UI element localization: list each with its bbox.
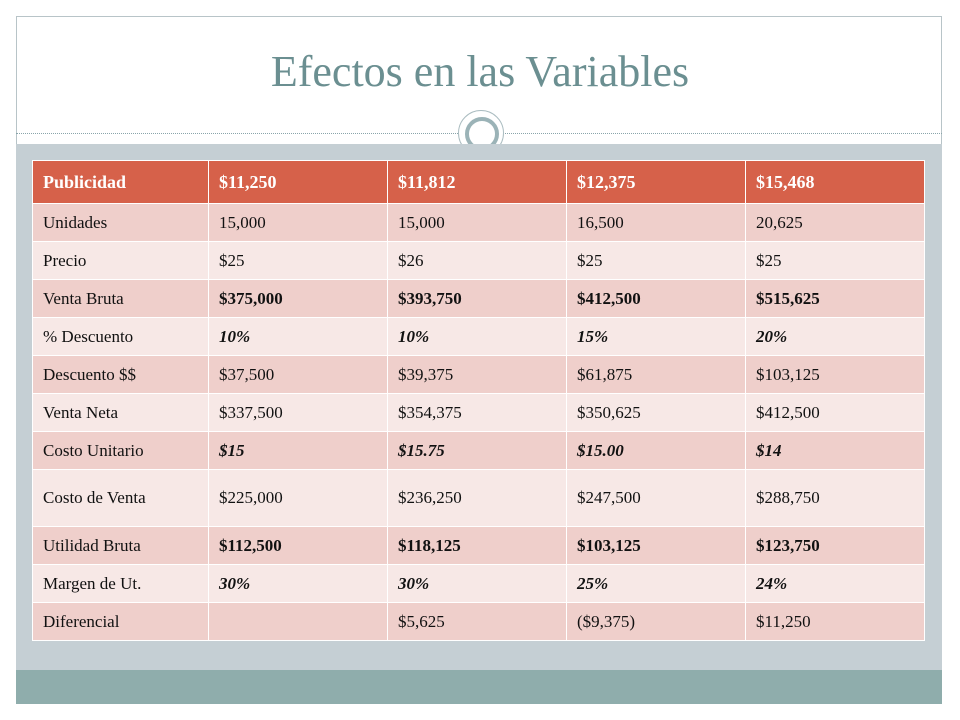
table-row: Costo Unitario $15 $15.75 $15.00 $14 xyxy=(32,431,925,470)
table-cell: $350,625 xyxy=(566,393,746,432)
table-cell: $354,375 xyxy=(387,393,567,432)
table-cell: $15 xyxy=(208,431,388,470)
table-cell: $112,500 xyxy=(208,526,388,565)
table-cell: $337,500 xyxy=(208,393,388,432)
table-cell: $515,625 xyxy=(745,279,925,318)
variables-table: Publicidad $11,250 $11,812 $12,375 $15,4… xyxy=(32,160,925,641)
table-cell: 20,625 xyxy=(745,203,925,242)
table-cell: $61,875 xyxy=(566,355,746,394)
row-label: Costo Unitario xyxy=(32,431,209,470)
table-cell: 25% xyxy=(566,564,746,603)
table-row: Unidades 15,000 15,000 16,500 20,625 xyxy=(32,203,925,242)
table-cell: $103,125 xyxy=(566,526,746,565)
table-cell: $118,125 xyxy=(387,526,567,565)
table-cell: 30% xyxy=(208,564,388,603)
table-row: Venta Bruta $375,000 $393,750 $412,500 $515,… xyxy=(32,279,925,318)
table-cell: 16,500 xyxy=(566,203,746,242)
table-cell: $123,750 xyxy=(745,526,925,565)
row-label: Venta Neta xyxy=(32,393,209,432)
table-cell: $37,500 xyxy=(208,355,388,394)
row-label: Diferencial xyxy=(32,602,209,641)
row-label: Unidades xyxy=(32,203,209,242)
table-cell: 20% xyxy=(745,317,925,356)
row-label: Margen de Ut. xyxy=(32,564,209,603)
table-cell: 10% xyxy=(387,317,567,356)
table-cell: ($9,375) xyxy=(566,602,746,641)
table-cell: 30% xyxy=(387,564,567,603)
header-cell: $12,375 xyxy=(566,160,746,204)
row-label: Utilidad Bruta xyxy=(32,526,209,565)
table-cell: $11,250 xyxy=(745,602,925,641)
slide-title: Efectos en las Variables xyxy=(270,47,690,96)
table-cell: $25 xyxy=(745,241,925,280)
table-cell: $5,625 xyxy=(387,602,567,641)
table-row: Costo de Venta $225,000 $236,250 $247,500 $2… xyxy=(32,469,925,527)
header-cell: $11,812 xyxy=(387,160,567,204)
table-row: Venta Neta $337,500 $354,375 $350,625 $412,5… xyxy=(32,393,925,432)
header-cell: $15,468 xyxy=(745,160,925,204)
table-cell: 24% xyxy=(745,564,925,603)
row-label: Precio xyxy=(32,241,209,280)
table-cell: 10% xyxy=(208,317,388,356)
table-cell: $26 xyxy=(387,241,567,280)
table-cell: $14 xyxy=(745,431,925,470)
table-cell: $103,125 xyxy=(745,355,925,394)
table-cell: $393,750 xyxy=(387,279,567,318)
table-cell: 15,000 xyxy=(387,203,567,242)
row-label: % Descuento xyxy=(32,317,209,356)
table-cell: $15.75 xyxy=(387,431,567,470)
table-cell: 15% xyxy=(566,317,746,356)
table-cell: $375,000 xyxy=(208,279,388,318)
row-label: Descuento $$ xyxy=(32,355,209,394)
table-row: Utilidad Bruta $112,500 $118,125 $103,125 $1… xyxy=(32,526,925,565)
table-cell: $225,000 xyxy=(208,469,388,527)
table-cell: $288,750 xyxy=(745,469,925,527)
row-label: Venta Bruta xyxy=(32,279,209,318)
table-row: Diferencial $5,625 ($9,375) $11,250 xyxy=(32,602,925,641)
table-cell: $15.00 xyxy=(566,431,746,470)
footer-band xyxy=(16,670,942,704)
table-row: Descuento $$ $37,500 $39,375 $61,875 $103,12… xyxy=(32,355,925,394)
table-cell: $39,375 xyxy=(387,355,567,394)
table-row: Margen de Ut. 30% 30% 25% 24% xyxy=(32,564,925,603)
table-cell: $25 xyxy=(566,241,746,280)
table-cell: $236,250 xyxy=(387,469,567,527)
table-cell: $412,500 xyxy=(745,393,925,432)
table-cell: $247,500 xyxy=(566,469,746,527)
table-header-row: Publicidad $11,250 $11,812 $12,375 $15,4… xyxy=(32,160,925,204)
row-label: Costo de Venta xyxy=(32,469,209,527)
header-cell: $11,250 xyxy=(208,160,388,204)
table-row: % Descuento 10% 10% 15% 20% xyxy=(32,317,925,356)
table-row: Precio $25 $26 $25 $25 xyxy=(32,241,925,280)
table-cell xyxy=(208,602,388,641)
table-cell: $412,500 xyxy=(566,279,746,318)
table-cell: $25 xyxy=(208,241,388,280)
header-cell: Publicidad xyxy=(32,160,209,204)
table-cell: 15,000 xyxy=(208,203,388,242)
